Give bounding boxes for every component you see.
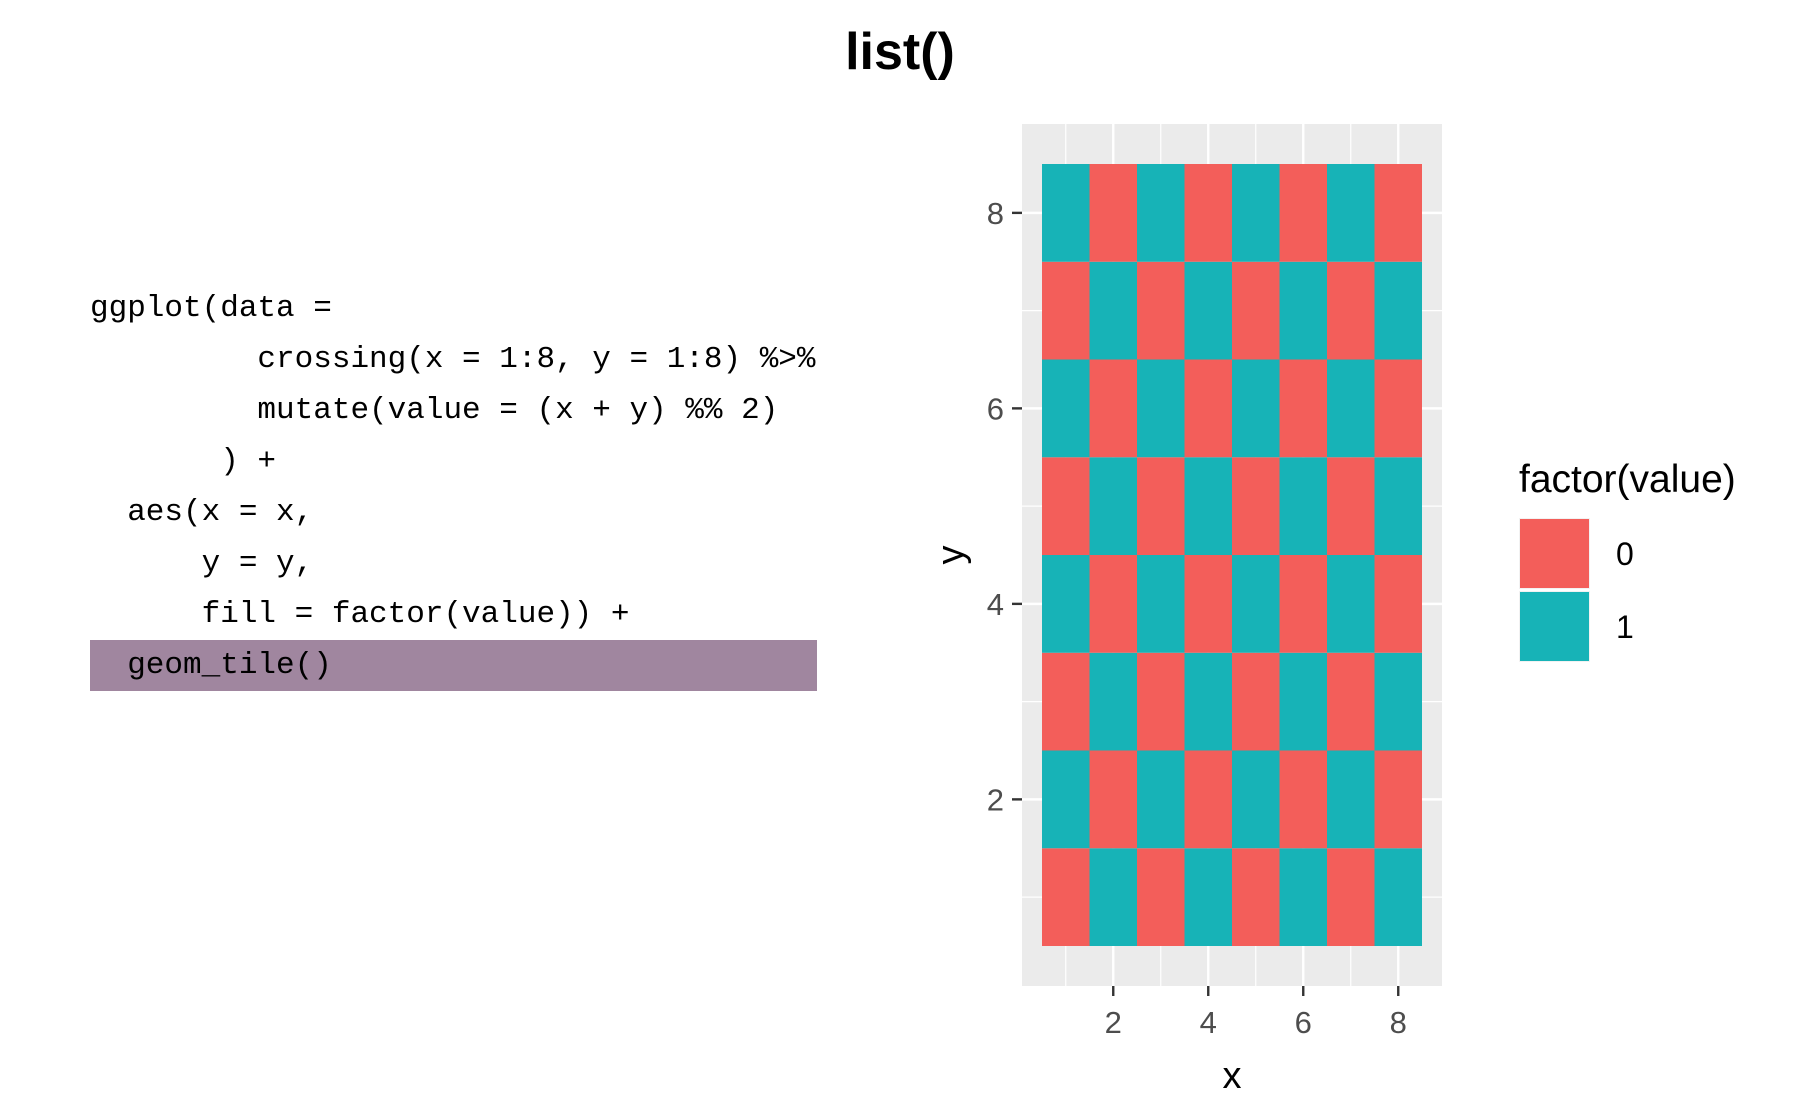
heatmap-tile: [1279, 652, 1327, 751]
heatmap-tile: [1279, 848, 1327, 946]
chart-title: list(): [845, 23, 955, 81]
legend-key-swatch: [1520, 592, 1589, 661]
heatmap-tile: [1184, 848, 1232, 946]
heatmap-tile: [1184, 164, 1232, 262]
heatmap-tile: [1042, 555, 1090, 653]
heatmap-tile: [1232, 652, 1280, 751]
legend-title: factor(value): [1519, 458, 1736, 501]
heatmap-tile: [1137, 261, 1185, 360]
y-tick-label: 8: [987, 196, 1004, 231]
code-line: ) +: [90, 444, 277, 479]
heatmap-tile: [1374, 164, 1422, 262]
heatmap-tile: [1089, 652, 1137, 751]
heatmap-tile: [1089, 359, 1137, 458]
x-axis-title: x: [1223, 1055, 1242, 1097]
heatmap-tile: [1042, 359, 1090, 458]
heatmap-tile: [1184, 750, 1232, 849]
heatmap-tile: [1374, 652, 1422, 751]
heatmap-tile: [1232, 261, 1280, 360]
code-line: ggplot(data =: [90, 291, 332, 326]
legend-key-swatch: [1520, 519, 1589, 588]
heatmap-tile: [1327, 164, 1375, 262]
heatmap-tile: [1184, 652, 1232, 751]
heatmap-tile: [1232, 750, 1280, 849]
heatmap-tile: [1089, 848, 1137, 946]
heatmap-tile: [1089, 457, 1137, 555]
heatmap-tile: [1089, 750, 1137, 849]
heatmap-tile: [1279, 555, 1327, 653]
heatmap-tile: [1279, 457, 1327, 555]
code-panel: ggplot(data = crossing(x = 1:8, y = 1:8)…: [90, 283, 817, 703]
heatmap-tile: [1327, 555, 1375, 653]
code-line: crossing(x = 1:8, y = 1:8) %>%: [90, 342, 816, 377]
heatmap-tile: [1279, 750, 1327, 849]
code-line: y = y,: [90, 546, 314, 581]
heatmap-tile: [1279, 261, 1327, 360]
heatmap-tile: [1374, 359, 1422, 458]
heatmap-tile: [1327, 457, 1375, 555]
heatmap-tile: [1374, 848, 1422, 946]
heatmap-tile: [1137, 848, 1185, 946]
heatmap-tile: [1089, 261, 1137, 360]
heatmap-tile: [1137, 359, 1185, 458]
heatmap-tile: [1042, 652, 1090, 751]
heatmap-tile: [1232, 164, 1280, 262]
heatmap-tile: [1042, 848, 1090, 946]
heatmap-tile: [1184, 555, 1232, 653]
heatmap-tile: [1137, 164, 1185, 262]
heatmap-tile: [1374, 555, 1422, 653]
y-axis-title: y: [930, 546, 972, 565]
heatmap-tile: [1232, 457, 1280, 555]
heatmap-tile: [1089, 555, 1137, 653]
heatmap-tile: [1042, 457, 1090, 555]
code-line-highlighted: geom_tile(): [90, 640, 817, 691]
heatmap-tile: [1374, 750, 1422, 849]
heatmap-tile: [1327, 652, 1375, 751]
heatmap-tile: [1089, 164, 1137, 262]
heatmap-tile: [1279, 164, 1327, 262]
x-tick-label: 2: [1105, 1005, 1122, 1040]
heatmap-tile: [1327, 848, 1375, 946]
heatmap-tile: [1137, 555, 1185, 653]
heatmap-tile: [1374, 457, 1422, 555]
heatmap-tile: [1327, 750, 1375, 849]
heatmap-tile: [1137, 652, 1185, 751]
heatmap-tile: [1042, 750, 1090, 849]
y-tick-label: 2: [987, 782, 1004, 817]
legend-label: 1: [1616, 609, 1634, 645]
heatmap-tile: [1137, 457, 1185, 555]
y-tick-label: 4: [987, 587, 1004, 622]
heatmap-tile: [1279, 359, 1327, 458]
code-line: aes(x = x,: [90, 495, 314, 530]
heatmap-tile: [1327, 261, 1375, 360]
x-tick-label: 8: [1390, 1005, 1407, 1040]
code-line: fill = factor(value)) +: [90, 597, 630, 632]
heatmap-tile: [1232, 848, 1280, 946]
legend-label: 0: [1616, 536, 1634, 572]
x-tick-label: 4: [1200, 1005, 1217, 1040]
heatmap-tile: [1137, 750, 1185, 849]
x-tick-label: 6: [1295, 1005, 1312, 1040]
code-line: mutate(value = (x + y) %% 2): [90, 393, 779, 428]
y-tick-label: 6: [987, 391, 1004, 426]
heatmap-tile: [1232, 555, 1280, 653]
heatmap-tile: [1374, 261, 1422, 360]
heatmap-tile: [1184, 261, 1232, 360]
heatmap-tile: [1184, 457, 1232, 555]
heatmap-tile: [1042, 261, 1090, 360]
heatmap-tile: [1327, 359, 1375, 458]
heatmap-tile: [1232, 359, 1280, 458]
heatmap-tile: [1184, 359, 1232, 458]
heatmap-tile: [1042, 164, 1090, 262]
